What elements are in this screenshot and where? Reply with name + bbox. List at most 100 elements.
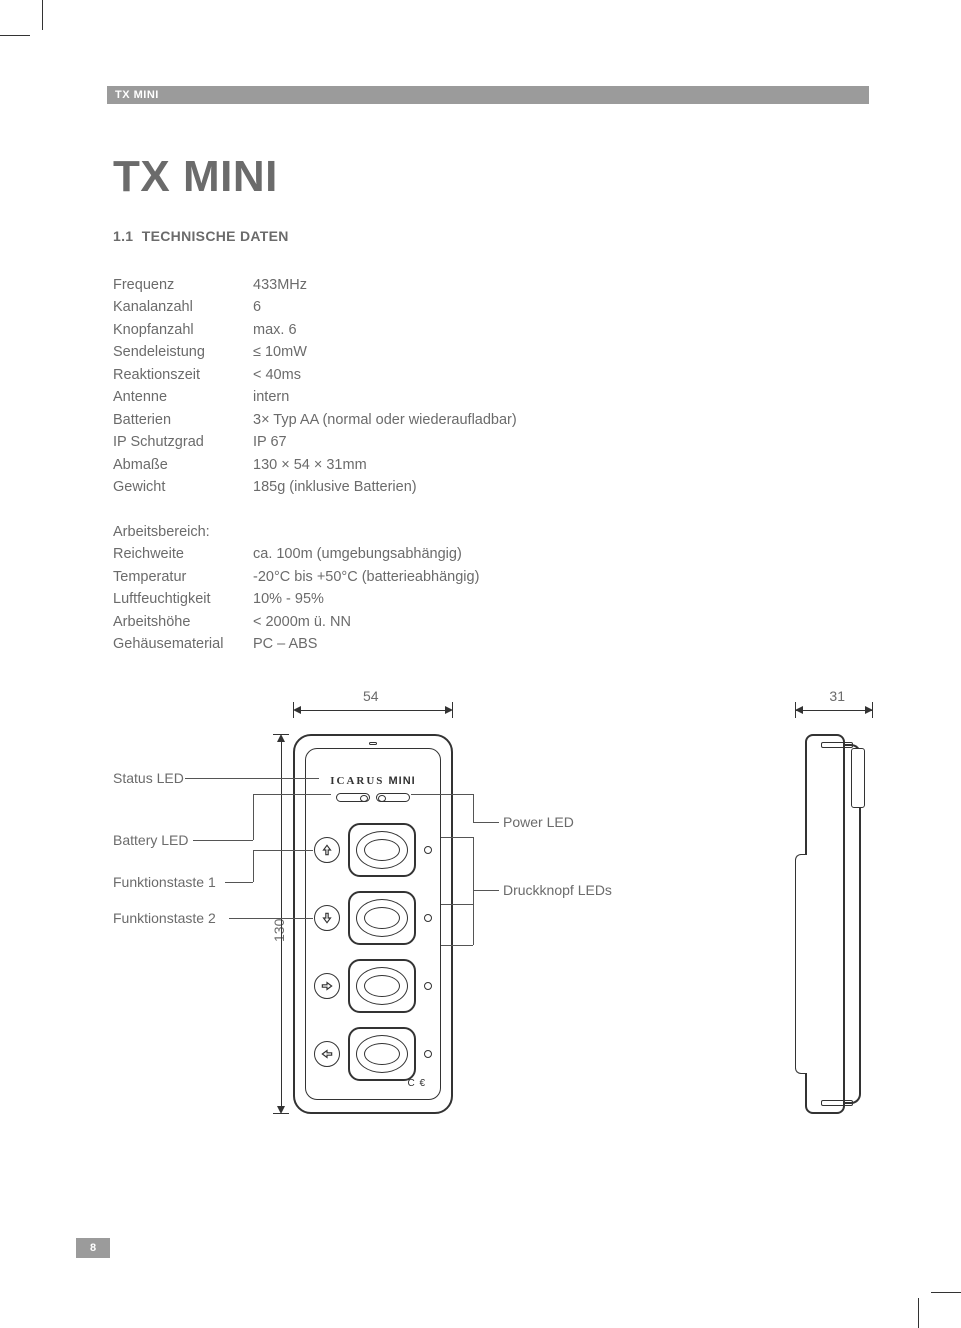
spec-value: ≤ 10mW [253,341,307,363]
spec-row: Temperatur-20°C bis +50°C (batterieabhän… [113,566,873,588]
button-led [424,982,432,990]
section-heading: 1.1 TECHNISCHE DATEN [113,228,873,244]
main-button [348,959,416,1013]
spec-value: IP 67 [253,431,287,453]
main-button [348,823,416,877]
spec-value: 130 × 54 × 31mm [253,454,367,476]
dimension-depth: 31 [829,688,845,704]
arrow-icon [795,706,803,714]
device-top-notch [369,742,377,745]
callout-button-leds: Druckknopf LEDs [503,882,612,898]
main-button [348,1027,416,1081]
callout-lead [253,850,254,882]
spec-label: Gehäusematerial [113,633,253,655]
ce-mark: C € [407,1078,426,1089]
button-row [314,889,432,947]
dimension-height: 130 [271,918,287,941]
side-body [805,734,845,1114]
spec-label: Temperatur [113,566,253,588]
dimension-line [281,736,282,1112]
callout-lead [441,837,473,838]
button-led [424,914,432,922]
spec-label: Kanalanzahl [113,296,253,318]
spec-row: Sendeleistung≤ 10mW [113,341,873,363]
spec-value: 433MHz [253,274,307,296]
callout-lead [473,822,499,823]
section-number: 1.1 [113,228,133,244]
dimension-line [795,710,873,711]
power-led-indicator [376,793,410,802]
spec-label: Knopfanzahl [113,319,253,341]
callout-func2: Funktionstaste 2 [113,910,216,926]
spec-row: Kanalanzahl6 [113,296,873,318]
spec-row: Batterien3× Typ AA (normal oder wiederau… [113,409,873,431]
spec-label: Reaktionszeit [113,364,253,386]
spec-label: Antenne [113,386,253,408]
callout-lead [473,837,474,945]
side-notch [821,1100,853,1106]
spec-value: 185g (inklusive Batterien) [253,476,417,498]
brand-suffix: MINI [389,775,416,787]
dimension-tick [872,702,873,718]
callout-battery-led: Battery LED [113,832,188,848]
callout-lead [441,945,473,946]
button-led [424,846,432,854]
header-bar: TX MINI [107,86,869,104]
button-row [314,957,432,1015]
spec-value: < 2000m ü. NN [253,611,351,633]
callout-lead [229,918,313,919]
callout-func1: Funktionstaste 1 [113,874,216,890]
callout-power-led: Power LED [503,814,574,830]
page-title: TX MINI [113,152,873,202]
function-button-right [314,973,340,999]
spec-row: Reaktionszeit< 40ms [113,364,873,386]
side-keypad [795,854,807,1074]
callout-lead [253,794,254,840]
callout-lead [253,850,313,851]
spec-row: IP SchutzgradIP 67 [113,431,873,453]
spec-value: ca. 100m (umgebungsabhängig) [253,543,462,565]
spec-row: Gewicht185g (inklusive Batterien) [113,476,873,498]
spec-row: Luftfeuchtigkeit10% - 95% [113,588,873,610]
main-button [348,891,416,945]
spec-table: Frequenz433MHz Kanalanzahl6 Knopfanzahlm… [113,274,873,656]
callout-status-led: Status LED [113,770,184,786]
button-row [314,821,432,879]
spec-value: PC – ABS [253,633,317,655]
crop-mark [42,0,43,30]
button-led [424,1050,432,1058]
arrow-icon [293,706,301,714]
spec-value: 6 [253,296,261,318]
device-side-view [795,734,873,1114]
spec-label: Abmaße [113,454,253,476]
side-notch [821,742,853,748]
callout-lead [441,904,473,905]
spec-label: Reichweite [113,543,253,565]
device-inner-frame: ICARUS MINI [305,748,441,1100]
spec-label: Arbeitsbereich: [113,521,253,543]
callout-lead [473,890,499,891]
device-brand: ICARUS MINI [306,775,440,787]
spec-label: Arbeitshöhe [113,611,253,633]
spec-label: Luftfeuchtigkeit [113,588,253,610]
spec-row: Abmaße130 × 54 × 31mm [113,454,873,476]
arrow-icon [277,734,285,742]
function-button-down [314,905,340,931]
spec-value: < 40ms [253,364,301,386]
crop-mark [0,35,30,36]
callout-lead [193,840,253,841]
battery-led-indicator [336,793,370,802]
spec-label: Frequenz [113,274,253,296]
section-title: TECHNISCHE DATEN [142,228,289,244]
dimension-tick [273,734,289,735]
spec-value: intern [253,386,289,408]
spec-value: 3× Typ AA (normal oder wiederaufladbar) [253,409,517,431]
working-range-heading: Arbeitsbereich: [113,521,873,543]
callout-lead [253,794,331,795]
page-content: TX MINI TX MINI 1.1 TECHNISCHE DATEN Fre… [113,86,873,1252]
device-front-view: ICARUS MINI [293,734,453,1114]
button-row [314,1025,432,1083]
spec-row: Arbeitshöhe< 2000m ü. NN [113,611,873,633]
spec-row: Antenneintern [113,386,873,408]
callout-lead [473,794,474,822]
